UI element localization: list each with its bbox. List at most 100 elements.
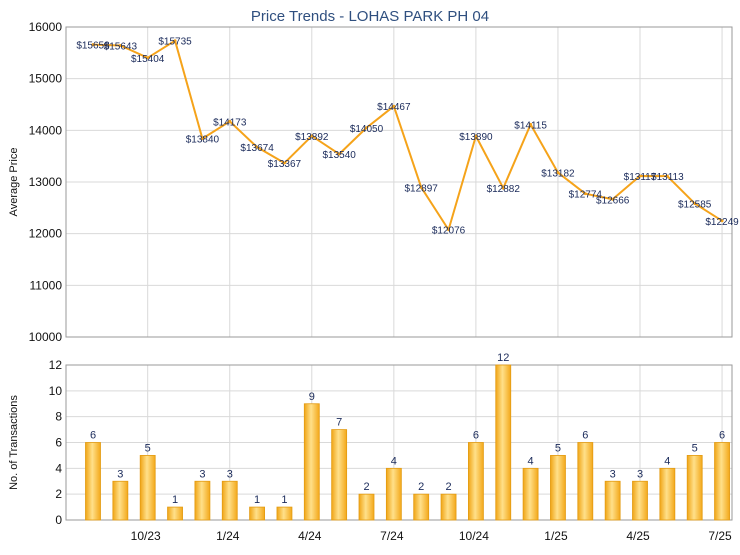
price-y-tick-label: 15000: [29, 72, 63, 86]
price-value-label: $15404: [131, 54, 165, 65]
transaction-bar: [112, 480, 129, 521]
price-value-label: $12076: [432, 226, 466, 237]
transaction-bar: [85, 442, 101, 521]
transactions-y-tick-label: 0: [55, 513, 62, 527]
price-y-tick-label: 11000: [30, 278, 63, 292]
transaction-count-label: 4: [528, 455, 534, 467]
price-point: [365, 126, 368, 130]
transaction-bar: [331, 429, 348, 521]
transaction-bar: [522, 467, 539, 521]
transaction-count-label: 6: [473, 430, 479, 442]
transaction-bar: [604, 480, 621, 521]
price-point: [447, 228, 451, 232]
price-value-label: $12666: [596, 195, 630, 206]
transactions-y-tick-label: 6: [55, 436, 62, 450]
transaction-count-label: 5: [555, 442, 561, 454]
price-y-tick-label: 13000: [29, 175, 63, 189]
price-point: [638, 174, 642, 178]
price-y-tick-label: 12000: [29, 227, 63, 241]
transaction-count-label: 3: [117, 468, 123, 480]
price-value-label: $12249: [705, 217, 739, 228]
transaction-bar: [358, 493, 375, 521]
transaction-count-label: 3: [637, 468, 643, 480]
price-y-tick-label: 16000: [29, 20, 63, 34]
price-panel: 10000 11000 12000 13000 14000 15000 16000 Avera…: [8, 20, 739, 344]
transactions-y-tick-label: 2: [55, 487, 62, 501]
price-point: [529, 122, 533, 126]
price-point: [91, 43, 95, 47]
transaction-count-label: 3: [199, 468, 205, 480]
transactions-y-tick-label: 4: [55, 461, 62, 475]
transactions-y-tick-label: 12: [49, 358, 63, 372]
x-tick-label: 10/24: [459, 529, 489, 543]
price-value-label: $13113: [651, 172, 684, 183]
price-value-label: $14050: [350, 124, 384, 135]
transaction-bar: [303, 403, 320, 521]
transaction-bar: [221, 480, 238, 521]
transactions-y-tick-label: 10: [49, 384, 63, 398]
price-y-axis-title: Average Price: [8, 148, 20, 217]
transaction-count-label: 1: [281, 494, 287, 506]
transaction-bar: [686, 455, 703, 521]
transaction-bar: [440, 493, 457, 521]
price-value-label: $15658: [76, 41, 110, 52]
transaction-count-label: 2: [363, 481, 369, 493]
price-point: [282, 161, 286, 165]
transaction-bar: [550, 455, 566, 521]
transaction-count-label: 2: [418, 481, 424, 493]
price-value-label: $12882: [487, 184, 521, 195]
price-value-label: $14173: [213, 117, 247, 128]
transaction-count-label: 1: [254, 494, 260, 506]
price-value-label: $13540: [322, 150, 356, 161]
price-value-label: $12585: [678, 199, 712, 210]
transaction-count-label: 6: [719, 430, 725, 442]
price-value-label: $13182: [541, 169, 575, 180]
price-value-label: $13892: [295, 132, 329, 143]
price-value-label: $13840: [186, 135, 220, 146]
transaction-count-label: 6: [90, 430, 96, 442]
price-plot-frame: [65, 26, 733, 338]
price-value-label: $12897: [405, 183, 439, 194]
price-point: [118, 43, 122, 47]
transaction-bar: [139, 455, 156, 521]
transaction-bar: [495, 364, 512, 521]
price-value-label: $13367: [268, 159, 302, 170]
transaction-bar: [167, 506, 183, 521]
transaction-count-label: 7: [336, 417, 342, 429]
transaction-count-label: 9: [309, 391, 315, 403]
chart-title: Price Trends - LOHAS PARK PH 04: [251, 8, 489, 25]
transaction-bar: [385, 467, 402, 521]
x-tick-label: 4/25: [626, 529, 650, 543]
price-point: [337, 152, 341, 156]
price-point: [310, 134, 314, 138]
transaction-bar: [577, 442, 594, 521]
transaction-count-label: 4: [664, 455, 670, 467]
x-tick-label: 7/24: [380, 529, 404, 543]
transaction-count-label: 3: [610, 468, 616, 480]
transaction-bar: [659, 467, 676, 521]
price-value-label: $15735: [158, 37, 192, 48]
price-value-label: $13117: [624, 172, 657, 183]
price-point: [228, 119, 232, 123]
price-point: [720, 219, 724, 223]
transaction-count-label: 1: [172, 494, 178, 506]
price-point: [583, 192, 587, 196]
transaction-bar: [249, 506, 266, 521]
price-point: [200, 137, 204, 141]
transaction-count-label: 4: [391, 455, 397, 467]
transaction-count-label: 3: [227, 468, 233, 480]
x-tick-label: 4/24: [298, 529, 322, 543]
transaction-count-label: 6: [582, 430, 588, 442]
transaction-bar: [194, 480, 211, 521]
price-y-tick-label: 10000: [29, 330, 63, 344]
price-point: [693, 201, 697, 205]
price-value-label: $13674: [240, 143, 274, 154]
price-point: [173, 39, 177, 43]
transaction-bar: [413, 493, 430, 521]
price-y-tick-label: 14000: [29, 123, 63, 137]
price-point: [665, 174, 669, 178]
price-point: [146, 56, 150, 60]
price-point: [419, 185, 423, 189]
